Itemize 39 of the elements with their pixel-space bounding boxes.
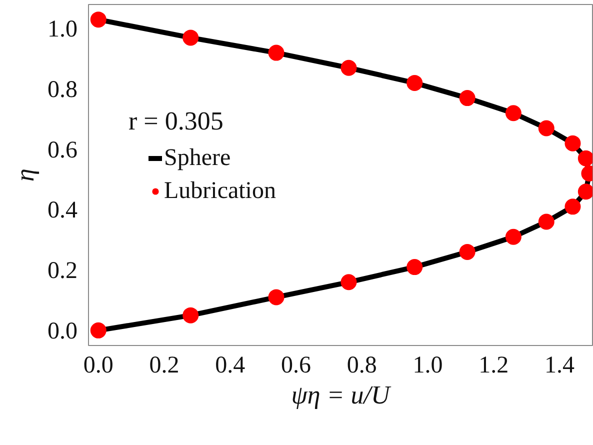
x-tick-label: 1.0	[412, 352, 443, 378]
legend-label: Sphere	[164, 144, 231, 172]
x-axis-title: ψη = u/U	[291, 380, 392, 410]
point	[564, 198, 581, 215]
point	[406, 74, 423, 91]
y-axis-title: η	[10, 168, 40, 182]
x-tick-label: 1.4	[544, 352, 575, 378]
point	[340, 274, 357, 290]
y-tick-label: 0.4	[48, 198, 78, 224]
point	[538, 120, 554, 136]
y-tick-label: 0.2	[48, 258, 78, 284]
point	[268, 44, 284, 61]
point	[268, 289, 284, 306]
point	[459, 244, 476, 260]
point	[340, 60, 357, 76]
y-tick-label: 0.0	[48, 318, 78, 344]
point	[578, 184, 592, 200]
legend-label: Lubrication	[164, 178, 276, 204]
point	[505, 105, 522, 122]
point	[459, 90, 476, 106]
y-tick-label: 1.0	[48, 16, 78, 43]
point	[505, 228, 522, 245]
x-tick-label: 0.6	[281, 352, 312, 378]
point	[182, 30, 199, 46]
point	[182, 307, 199, 324]
x-tick-label: 0.4	[215, 352, 246, 378]
point	[538, 214, 554, 230]
y-tick-label: 0.6	[48, 137, 78, 164]
x-tick-label: 0.2	[149, 352, 180, 378]
point	[564, 135, 581, 152]
point	[578, 150, 592, 166]
x-tick-label: 0.8	[346, 352, 377, 378]
point	[90, 12, 106, 28]
annotation: r = 0.305	[128, 106, 224, 136]
point	[406, 259, 423, 276]
x-tick-label: 0.0	[83, 352, 114, 378]
y-tick-label: 0.8	[48, 76, 78, 103]
x-tick-label: 1.2	[478, 352, 509, 378]
point	[90, 322, 106, 338]
